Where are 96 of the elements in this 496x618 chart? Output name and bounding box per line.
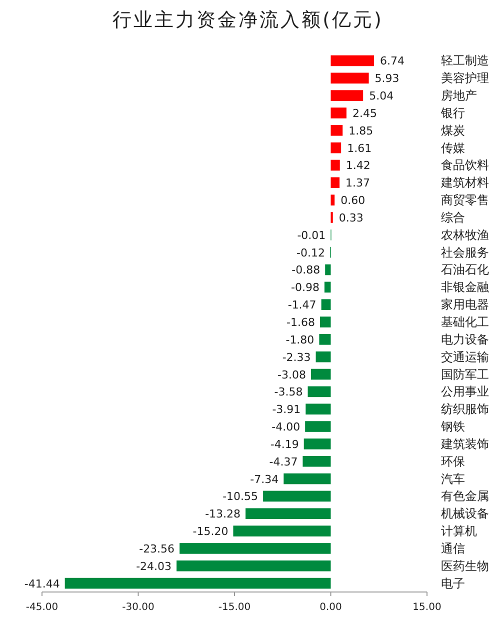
bar — [316, 351, 331, 362]
data-label: -24.03 — [136, 560, 172, 573]
y-tick-label: 汽车 — [441, 472, 465, 486]
y-tick-label: 美容护理 — [441, 71, 489, 86]
bar — [330, 108, 346, 118]
y-tick-label: 综合 — [441, 210, 465, 224]
bar — [330, 160, 340, 171]
bar — [310, 368, 331, 380]
y-tick-label: 机械设备 — [441, 506, 489, 521]
bar — [330, 142, 342, 154]
bar — [319, 334, 331, 345]
data-label: -0.12 — [296, 246, 325, 260]
y-tick-label: 建筑装饰 — [440, 436, 489, 451]
y-tick-label: 农林牧渔 — [441, 228, 489, 242]
bar — [330, 72, 369, 84]
data-label: 1.37 — [346, 176, 370, 190]
y-tick-label: 建筑材料 — [440, 176, 489, 190]
chart-title: 行业主力资金净流入额(亿元) — [112, 9, 384, 31]
data-label: -7.34 — [250, 472, 279, 486]
bar — [330, 55, 374, 66]
y-tick-label: 非银金融 — [441, 280, 489, 294]
y-tick-label: 石油石化 — [441, 262, 489, 277]
bar — [320, 316, 331, 328]
y-tick-label: 电子 — [441, 576, 465, 590]
data-label: -13.28 — [205, 508, 241, 521]
bar — [330, 90, 364, 101]
data-label: -4.37 — [269, 455, 298, 468]
data-label: -1.68 — [286, 316, 315, 329]
bar — [284, 473, 331, 484]
data-label: 1.42 — [346, 159, 370, 172]
bar — [325, 264, 331, 276]
bar — [304, 438, 331, 450]
y-tick-label: 医药生物 — [441, 558, 489, 573]
x-tick-label: -15.00 — [218, 602, 251, 613]
y-tick-label: 电力设备 — [441, 332, 489, 346]
bar — [321, 299, 331, 310]
data-label: 0.33 — [338, 211, 364, 224]
y-tick-label: 环保 — [441, 454, 465, 468]
data-label: -41.44 — [24, 577, 60, 590]
y-tick-label: 基础化工 — [441, 315, 489, 329]
y-tick-label: 有色金属 — [441, 489, 489, 504]
x-tick-label: 0.00 — [320, 602, 342, 613]
y-tick-label: 交通运输 — [441, 350, 489, 364]
data-label: 5.93 — [374, 72, 400, 86]
data-label: -3.58 — [274, 386, 303, 399]
data-label: 1.85 — [348, 124, 374, 138]
bar — [305, 421, 331, 432]
y-tick-label: 计算机 — [441, 524, 477, 538]
y-tick-label: 煤炭 — [441, 123, 465, 138]
bar — [246, 508, 331, 520]
y-tick-label: 公用事业 — [441, 384, 489, 399]
bar — [324, 282, 331, 293]
data-label: -1.80 — [286, 333, 314, 346]
data-label: -1.47 — [288, 298, 316, 312]
data-label: -0.98 — [290, 281, 320, 294]
data-label: 5.04 — [369, 90, 394, 103]
data-label: 0.60 — [340, 194, 366, 208]
x-tick-label: 15.00 — [412, 602, 442, 613]
y-tick-label: 家用电器 — [441, 298, 489, 312]
y-tick-label: 轻工制造 — [441, 54, 489, 68]
data-label: -3.08 — [278, 368, 306, 382]
bar — [330, 124, 343, 136]
bar — [306, 404, 331, 414]
bar — [176, 560, 331, 572]
bar — [180, 543, 331, 554]
data-label: -4.00 — [272, 420, 300, 434]
y-tick-label: 钢铁 — [440, 420, 465, 434]
bar — [233, 526, 331, 536]
y-tick-label: 食品饮料 — [441, 158, 489, 172]
bar — [263, 490, 331, 502]
y-tick-label: 传媒 — [441, 140, 465, 155]
data-label: 1.61 — [347, 142, 372, 155]
data-label: -2.33 — [282, 350, 311, 364]
y-tick-label: 纺织服饰 — [441, 402, 489, 416]
bar — [330, 194, 335, 206]
data-label: -10.55 — [222, 490, 258, 504]
y-tick-label: 通信 — [441, 541, 465, 556]
bar — [308, 386, 331, 398]
data-label: 6.74 — [380, 54, 404, 68]
data-label: -15.20 — [192, 525, 228, 538]
x-tick-label: -45.00 — [26, 602, 58, 613]
data-label: 2.45 — [352, 106, 377, 120]
bar — [330, 177, 340, 188]
data-label: -3.91 — [272, 403, 301, 416]
y-tick-label: 银行 — [440, 106, 465, 120]
y-tick-label: 社会服务 — [441, 245, 489, 260]
x-tick-label: -30.00 — [122, 602, 154, 613]
bar — [302, 456, 331, 467]
data-label: -0.88 — [292, 264, 320, 277]
bar — [64, 578, 331, 589]
data-label: -4.19 — [270, 438, 299, 451]
data-label: -23.56 — [139, 542, 175, 556]
y-tick-label: 房地产 — [441, 88, 477, 103]
y-tick-label: 商贸零售 — [441, 193, 489, 208]
data-label: -0.01 — [297, 228, 326, 242]
y-tick-label: 国防军工 — [441, 367, 489, 382]
